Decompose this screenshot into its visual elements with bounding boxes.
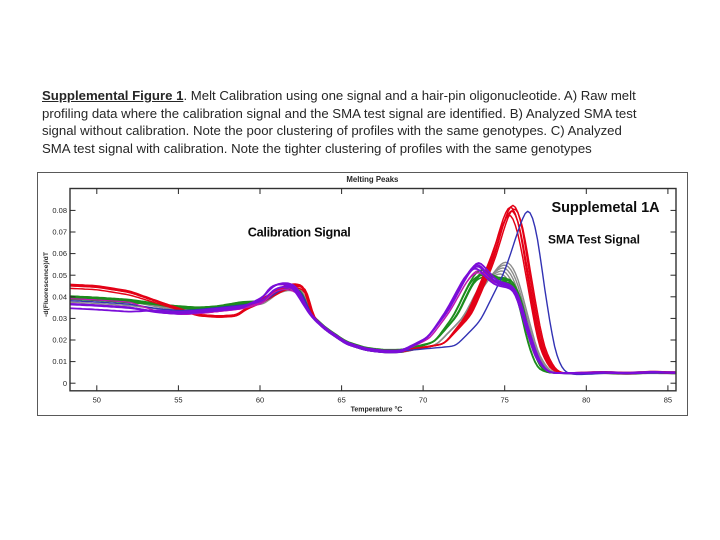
- svg-text:70: 70: [419, 396, 427, 405]
- svg-text:75: 75: [501, 396, 509, 405]
- svg-text:Calibration Signal: Calibration Signal: [248, 225, 351, 239]
- svg-text:0.03: 0.03: [52, 314, 67, 323]
- svg-text:0.05: 0.05: [52, 271, 67, 280]
- svg-text:80: 80: [582, 396, 590, 405]
- svg-text:50: 50: [93, 396, 101, 405]
- svg-text:-d(Fluorescence)/dT: -d(Fluorescence)/dT: [43, 251, 50, 317]
- svg-text:SMA Test Signal: SMA Test Signal: [548, 232, 640, 246]
- svg-text:0.07: 0.07: [52, 228, 67, 237]
- svg-text:85: 85: [664, 396, 672, 405]
- svg-text:0.06: 0.06: [52, 249, 67, 258]
- svg-text:60: 60: [256, 396, 264, 405]
- svg-text:0.08: 0.08: [52, 206, 67, 215]
- svg-text:0.04: 0.04: [52, 292, 67, 301]
- svg-text:Temperature °C: Temperature °C: [351, 405, 403, 413]
- svg-text:0.02: 0.02: [52, 336, 67, 345]
- svg-text:0: 0: [63, 379, 67, 388]
- svg-text:55: 55: [174, 396, 182, 405]
- svg-text:0.01: 0.01: [52, 357, 67, 366]
- svg-text:Supplemetal 1A: Supplemetal 1A: [552, 200, 661, 216]
- svg-text:65: 65: [337, 396, 345, 405]
- svg-text:Melting Peaks: Melting Peaks: [346, 175, 399, 184]
